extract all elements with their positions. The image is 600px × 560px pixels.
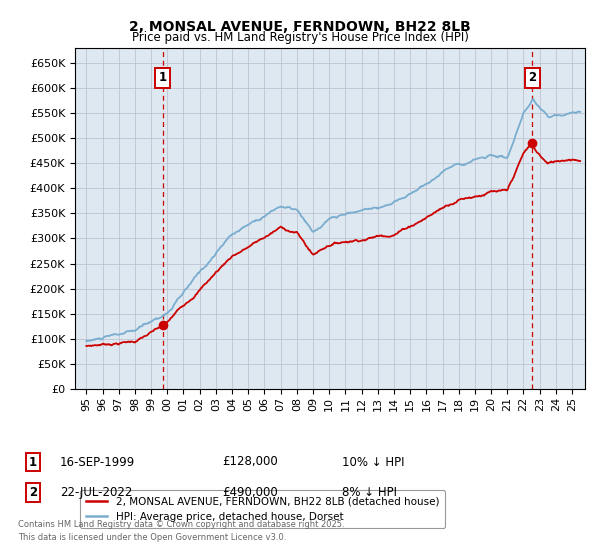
Text: 1: 1 <box>29 455 37 469</box>
Text: 2, MONSAL AVENUE, FERNDOWN, BH22 8LB: 2, MONSAL AVENUE, FERNDOWN, BH22 8LB <box>129 20 471 34</box>
Text: 16-SEP-1999: 16-SEP-1999 <box>60 455 135 469</box>
Legend: 2, MONSAL AVENUE, FERNDOWN, BH22 8LB (detached house), HPI: Average price, detac: 2, MONSAL AVENUE, FERNDOWN, BH22 8LB (de… <box>80 490 445 528</box>
Text: 10% ↓ HPI: 10% ↓ HPI <box>342 455 404 469</box>
Text: 2: 2 <box>29 486 37 500</box>
Text: This data is licensed under the Open Government Licence v3.0.: This data is licensed under the Open Gov… <box>18 533 286 542</box>
Text: 2: 2 <box>529 71 536 84</box>
Text: £128,000: £128,000 <box>222 455 278 469</box>
Text: 1: 1 <box>158 71 167 84</box>
Text: £490,000: £490,000 <box>222 486 278 500</box>
Text: 22-JUL-2022: 22-JUL-2022 <box>60 486 133 500</box>
Text: Price paid vs. HM Land Registry's House Price Index (HPI): Price paid vs. HM Land Registry's House … <box>131 31 469 44</box>
Text: 8% ↓ HPI: 8% ↓ HPI <box>342 486 397 500</box>
Text: Contains HM Land Registry data © Crown copyright and database right 2025.: Contains HM Land Registry data © Crown c… <box>18 520 344 529</box>
